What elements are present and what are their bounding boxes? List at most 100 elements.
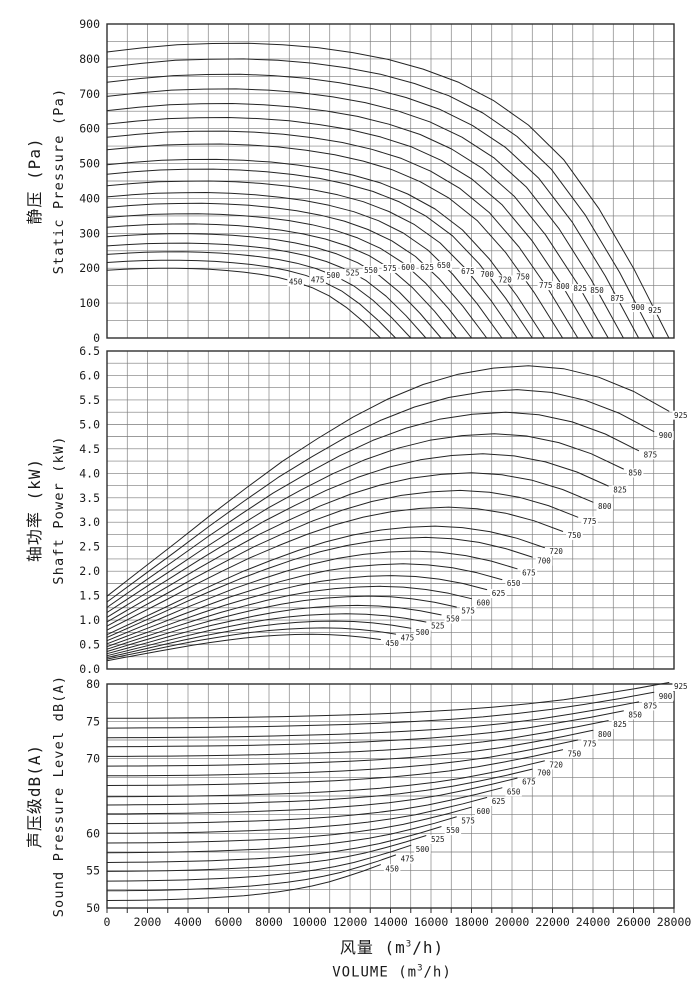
curve-label-shaft-power-625: 625 xyxy=(492,589,506,598)
y-tick-label: 700 xyxy=(79,87,100,101)
y-axis-title-sound-pressure-en: Sound Pressure Level dB(A) xyxy=(51,674,67,918)
curve-label-static-pressure-600: 600 xyxy=(401,263,415,272)
x-tick-label: 4000 xyxy=(174,915,202,929)
curve-label-static-pressure-500: 500 xyxy=(327,271,341,280)
curve-label-sound-pressure-450: 450 xyxy=(385,864,399,873)
y-tick-label: 5.5 xyxy=(79,393,100,407)
y-tick-label: 2.5 xyxy=(79,540,100,554)
curve-label-sound-pressure-825-mask xyxy=(611,720,629,730)
curve-sound-pressure-700 xyxy=(106,768,533,806)
curve-label-static-pressure-800: 800 xyxy=(556,282,570,291)
curve-label-sound-pressure-925-mask xyxy=(672,682,689,692)
curve-label-sound-pressure-750: 750 xyxy=(568,749,582,758)
y-tick-label: 80 xyxy=(86,677,100,691)
y-tick-label: 0.0 xyxy=(79,662,100,676)
curve-label-sound-pressure-825: 825 xyxy=(613,720,627,729)
curve-label-sound-pressure-900: 900 xyxy=(659,692,673,701)
y-tick-label: 55 xyxy=(86,864,100,878)
curve-label-sound-pressure-600-mask xyxy=(475,806,492,816)
curve-label-sound-pressure-775-mask xyxy=(581,739,598,749)
curve-static-pressure-800 xyxy=(106,117,594,339)
curve-label-static-pressure-720: 720 xyxy=(498,276,512,285)
y-tick-label: 70 xyxy=(86,752,100,766)
curve-label-static-pressure-900: 900 xyxy=(631,303,645,312)
curve-label-shaft-power-775-mask xyxy=(581,516,598,526)
curve-label-sound-pressure-900-mask xyxy=(657,691,674,701)
curve-shaft-power-775 xyxy=(106,489,579,627)
curve-label-shaft-power-525-mask xyxy=(429,621,446,631)
curve-label-sound-pressure-800: 800 xyxy=(598,730,612,739)
curve-label-static-pressure-700: 700 xyxy=(480,270,494,279)
curve-label-shaft-power-450: 450 xyxy=(385,639,399,648)
curve-label-shaft-power-575: 575 xyxy=(461,607,475,616)
panel-sound-pressure: 4504755005255505756006256506757007207507… xyxy=(86,677,689,915)
x-tick-label: 24000 xyxy=(576,915,611,929)
curve-label-static-pressure-575: 575 xyxy=(383,264,397,273)
curve-sound-pressure-550 xyxy=(106,826,442,863)
x-tick-label: 6000 xyxy=(215,915,243,929)
curve-label-shaft-power-875: 875 xyxy=(644,450,658,459)
curve-sound-pressure-600 xyxy=(106,806,472,844)
curve-label-shaft-power-900-mask xyxy=(657,431,674,441)
y-tick-label: 0 xyxy=(93,331,100,345)
curve-label-static-pressure-900-mask xyxy=(629,303,647,313)
curve-label-shaft-power-875-mask xyxy=(642,450,659,460)
curve-static-pressure-720 xyxy=(106,158,545,339)
curve-label-shaft-power-700-mask xyxy=(535,556,553,566)
curve-label-shaft-power-675-mask xyxy=(520,568,538,578)
y-tick-label: 6.5 xyxy=(79,344,100,358)
curve-sound-pressure-750 xyxy=(106,749,564,786)
curve-label-sound-pressure-650: 650 xyxy=(507,787,521,796)
curve-sound-pressure-500 xyxy=(106,844,412,882)
curve-sound-pressure-650 xyxy=(106,787,503,825)
curve-shaft-power-850 xyxy=(106,433,624,613)
curve-static-pressure-525 xyxy=(106,242,427,339)
curve-shaft-power-925 xyxy=(106,365,670,597)
curve-label-static-pressure-450: 450 xyxy=(289,278,303,287)
curve-sound-pressure-450 xyxy=(106,864,381,901)
curve-label-sound-pressure-650-mask xyxy=(505,787,522,797)
curve-label-sound-pressure-925: 925 xyxy=(674,682,688,691)
curve-sound-pressure-625 xyxy=(106,797,488,834)
x-tick-label: 26000 xyxy=(616,915,651,929)
curve-sound-pressure-825 xyxy=(106,720,609,757)
curve-shaft-power-450 xyxy=(106,633,381,662)
y-tick-label: 4.5 xyxy=(79,442,100,456)
curve-shaft-power-575 xyxy=(106,595,457,652)
curve-sound-pressure-720 xyxy=(106,760,545,798)
x-title-cn-text: 风量 (m xyxy=(339,938,406,957)
y-tick-label: 5.0 xyxy=(79,417,100,431)
curve-label-static-pressure-625: 625 xyxy=(420,263,434,272)
curve-label-shaft-power-850: 850 xyxy=(628,469,642,478)
curve-shaft-power-475 xyxy=(106,627,397,660)
curve-label-static-pressure-475: 475 xyxy=(311,275,325,284)
curve-label-shaft-power-450-mask xyxy=(383,638,401,648)
y-tick-label: 500 xyxy=(79,157,100,171)
curve-shaft-power-900 xyxy=(106,389,655,603)
curve-label-static-pressure-775-mask xyxy=(537,281,555,291)
curve-label-sound-pressure-850-mask xyxy=(626,710,644,720)
y-tick-label: 2.0 xyxy=(79,564,100,578)
curve-shaft-power-650 xyxy=(106,563,503,645)
curve-label-sound-pressure-850: 850 xyxy=(628,710,642,719)
curve-static-pressure-550 xyxy=(106,233,442,339)
curve-static-pressure-775 xyxy=(106,130,579,339)
x-axis-title-volume-cn: 风量 (m3/h) xyxy=(340,934,444,958)
x-tick-label: 14000 xyxy=(373,915,408,929)
curve-label-shaft-power-925-mask xyxy=(672,410,689,420)
curves-shaft-power xyxy=(106,365,670,662)
curve-label-static-pressure-875-mask xyxy=(609,293,626,303)
curve-label-static-pressure-850: 850 xyxy=(590,286,604,295)
y-tick-label: 75 xyxy=(86,714,100,728)
curve-label-static-pressure-450-mask xyxy=(287,277,304,287)
curve-label-static-pressure-500-mask xyxy=(325,270,342,280)
curve-label-sound-pressure-575-mask xyxy=(459,816,477,826)
curve-shaft-power-750 xyxy=(106,506,564,631)
curve-label-sound-pressure-800-mask xyxy=(596,729,613,739)
curve-label-sound-pressure-600: 600 xyxy=(477,807,491,816)
y-tick-label: 0.5 xyxy=(79,638,100,652)
curve-label-shaft-power-550: 550 xyxy=(446,615,460,624)
curve-shaft-power-675 xyxy=(106,550,518,642)
